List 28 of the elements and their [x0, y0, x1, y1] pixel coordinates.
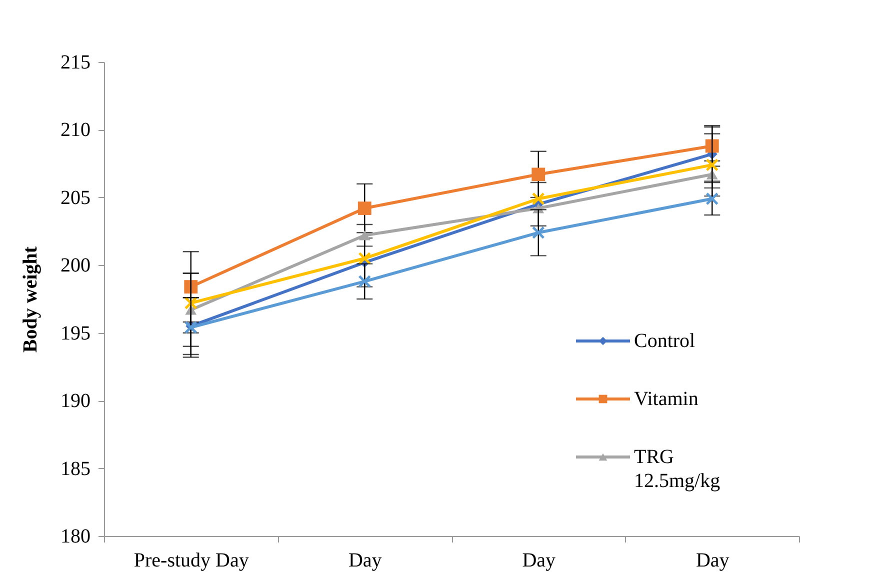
point: [184, 320, 198, 334]
y-tick-label: 205: [60, 186, 90, 209]
x-tick-label: Pre-study Day: [134, 550, 249, 572]
y-axis-title: Body weight: [20, 246, 42, 353]
legend-label: Control: [634, 330, 696, 352]
point: [358, 274, 372, 288]
x-tick-label: Day: [522, 550, 556, 572]
point: [705, 139, 719, 153]
y-tick-label: 185: [60, 458, 90, 480]
point: [358, 202, 372, 215]
legend-label: TRG 12.5mg/kg: [634, 446, 720, 492]
point: [358, 252, 372, 265]
point: [532, 192, 545, 206]
x-tick-label: Day: [348, 550, 382, 572]
legend-label: Vitamin: [634, 388, 698, 410]
point: [184, 280, 198, 294]
point: [358, 230, 370, 240]
y-tick-label: 180: [60, 526, 90, 548]
y-tick-label: 190: [60, 390, 90, 412]
y-tick-label: 200: [60, 254, 90, 277]
y-tick-label: 215: [60, 52, 90, 74]
y-tick-label: 195: [60, 322, 90, 344]
point: [532, 168, 546, 182]
point: [706, 192, 719, 206]
point: [706, 158, 719, 172]
point: [532, 226, 545, 240]
y-tick-label: 210: [60, 119, 90, 142]
x-tick-label: Day: [696, 550, 730, 572]
